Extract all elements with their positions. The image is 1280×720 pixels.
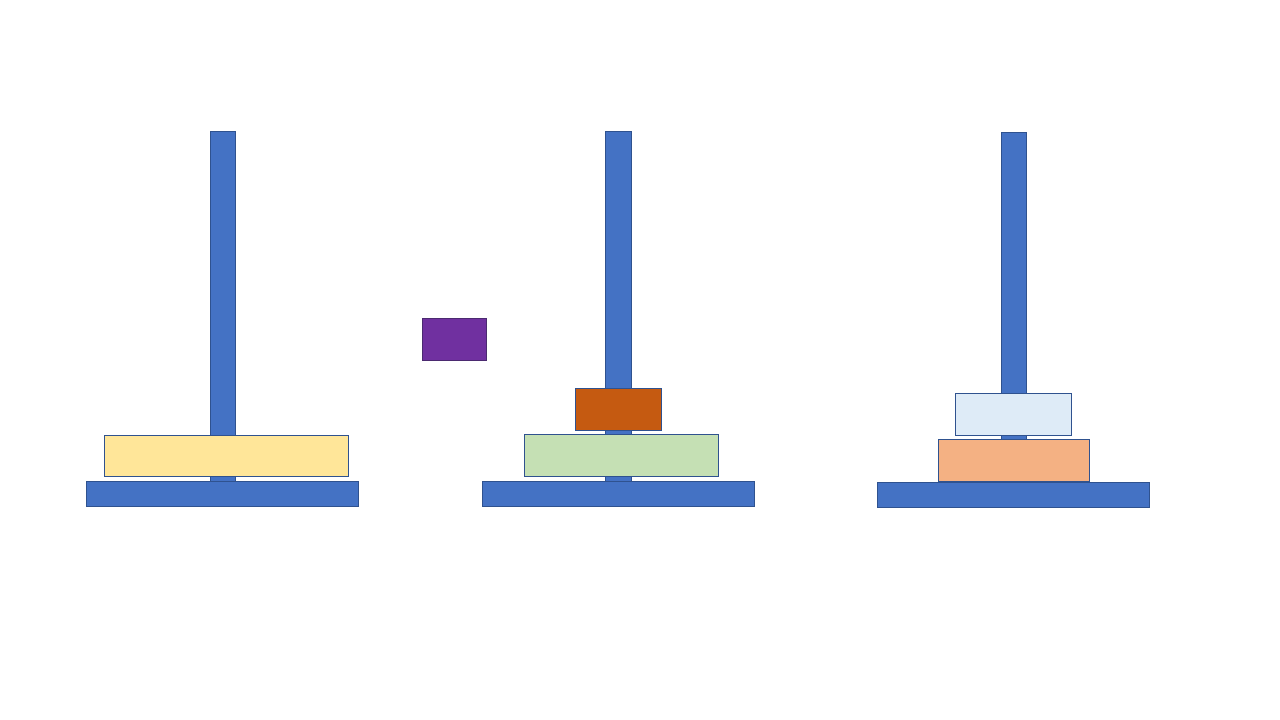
left-peg <box>210 131 236 483</box>
held-disk-purple[interactable] <box>422 318 487 361</box>
right-disk-light-blue[interactable] <box>955 393 1072 436</box>
left-base[interactable] <box>86 481 359 507</box>
right-disk-peach[interactable] <box>938 439 1090 482</box>
middle-base[interactable] <box>482 481 755 507</box>
middle-disk-orange-dark[interactable] <box>575 388 662 431</box>
right-base[interactable] <box>877 482 1150 508</box>
middle-disk-green[interactable] <box>524 434 719 477</box>
left-disk-yellow[interactable] <box>104 435 349 477</box>
